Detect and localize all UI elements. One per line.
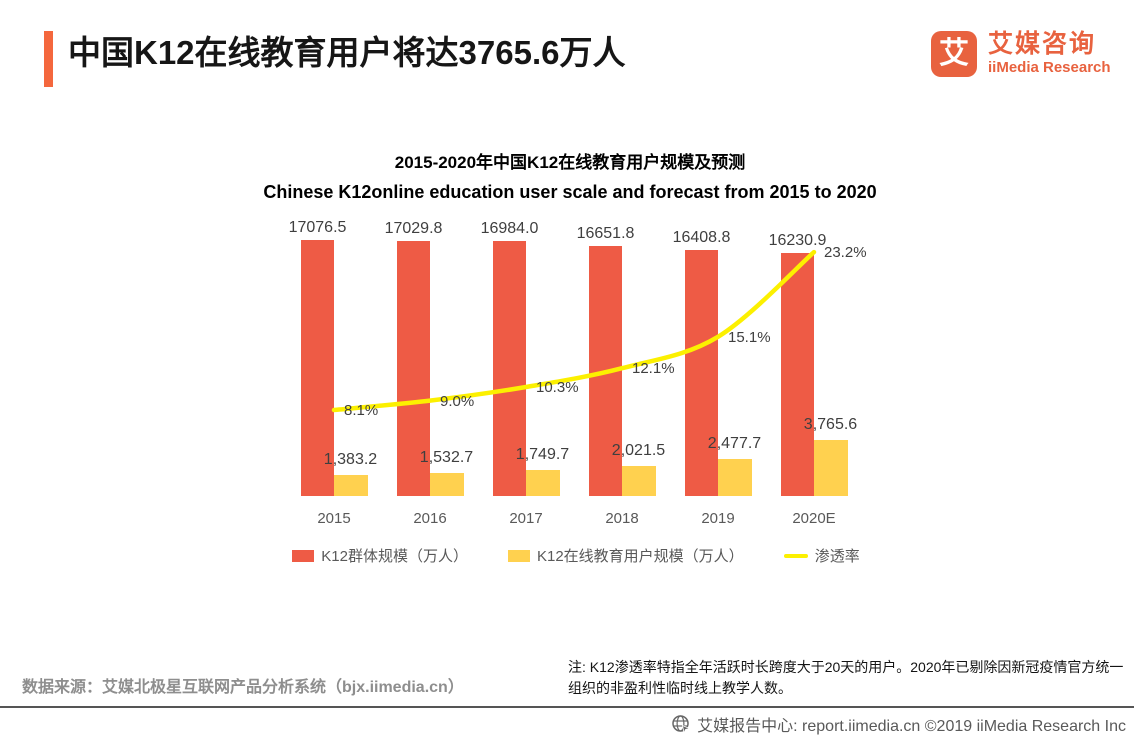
bar-k12-total	[397, 240, 430, 496]
x-axis-label: 2018	[605, 510, 639, 527]
legend-item: 渗透率	[783, 545, 860, 566]
x-axis-label: 2017	[509, 510, 543, 527]
footer: 艾媒报告中心: report.iimedia.cn ©2019 iiMedia …	[671, 712, 1126, 736]
bar-value-label: 1,749.7	[515, 445, 570, 463]
bar-k12-total	[493, 241, 526, 496]
bar-value-label: 2,477.7	[707, 434, 762, 452]
bar-k12-total	[781, 252, 814, 496]
x-axis-label: 2019	[701, 510, 735, 527]
bar-k12-total	[685, 249, 718, 496]
chart-title-en: Chinese K12online education user scale a…	[263, 182, 877, 202]
bar-value-label: 3,765.6	[803, 415, 858, 433]
bar-k12-online	[622, 465, 656, 496]
bar-value-label: 16408.8	[672, 228, 731, 246]
footer-divider	[0, 706, 1134, 708]
legend-label: 渗透率	[814, 548, 860, 565]
bar-k12-online	[526, 469, 560, 496]
iimedia-logo-icon: 艾	[931, 31, 977, 77]
legend-line-swatch	[783, 553, 808, 558]
bar-value-label: 17029.8	[384, 219, 443, 237]
chart-canvas: 17076.5 1,383.2 17029.8 1,532.7 16984.0 1,749…	[270, 215, 882, 496]
bar-k12-online	[814, 439, 848, 496]
line-value-label: 15.1%	[728, 328, 771, 346]
iimedia-logo: 艾 艾媒咨询 iiMedia Research	[931, 30, 1111, 77]
chart-title-cn: 2015-2020年中国K12在线教育用户规模及预测	[394, 153, 746, 172]
line-value-label: 10.3%	[536, 379, 579, 396]
bar-k12-online	[430, 473, 464, 496]
x-axis: 2015 2016 2017 2018 2019 2020E	[270, 510, 882, 530]
logo-brand-en: iiMedia Research	[988, 58, 1111, 76]
bar-value-label: 17076.5	[288, 218, 347, 236]
footnote: 注: K12渗透率特指全年活跃时长跨度大于20天的用户。2020年已剔除因新冠疫…	[568, 659, 1124, 696]
line-value-label: 12.1%	[632, 360, 675, 378]
line-value-label: 23.2%	[824, 244, 867, 262]
legend-label: K12在线教育用户规模（万人）	[536, 548, 744, 565]
logo-glyph: 艾	[939, 37, 969, 70]
bar-value-label: 16230.9	[768, 231, 827, 249]
bar-value-label: 2,021.5	[611, 441, 666, 459]
bar-k12-online	[718, 458, 752, 496]
logo-text: 艾媒咨询 iiMedia Research	[988, 30, 1111, 77]
bar-value-label: 1,383.2	[323, 451, 378, 469]
legend-item: K12群体规模（万人）	[292, 545, 468, 566]
x-axis-label: 2016	[413, 510, 447, 527]
chart-legend: K12群体规模（万人） K12在线教育用户规模（万人） 渗透率	[250, 545, 902, 566]
page-title: 中国K12在线教育用户将达3765.6万人	[68, 34, 626, 71]
x-axis-label: 2015	[317, 510, 351, 527]
logo-brand-cn: 艾媒咨询	[988, 30, 1097, 58]
bar-value-label: 1,532.7	[419, 449, 474, 466]
bar-value-label: 16984.0	[480, 220, 539, 238]
legend-color-swatch	[292, 549, 315, 562]
penetration-rate-line	[331, 249, 817, 413]
bar-k12-online	[334, 475, 368, 496]
bar-value-label: 16651.8	[576, 225, 635, 243]
bar-k12-total	[301, 239, 334, 496]
footer-text: 艾媒报告中心: report.iimedia.cn ©2019 iiMedia …	[697, 718, 1126, 735]
legend-item: K12在线教育用户规模（万人）	[507, 545, 744, 566]
title-accent-bar	[44, 31, 53, 87]
line-value-label: 9.0%	[440, 392, 475, 410]
legend-color-swatch	[507, 549, 530, 562]
x-axis-label: 2020E	[792, 510, 836, 527]
data-source: 数据来源：艾媒北极星互联网产品分析系统（bjx.iimedia.cn）	[22, 679, 464, 696]
legend-label: K12群体规模（万人）	[321, 548, 468, 565]
line-value-label: 8.1%	[344, 402, 379, 419]
globe-cursor-icon	[672, 715, 691, 734]
